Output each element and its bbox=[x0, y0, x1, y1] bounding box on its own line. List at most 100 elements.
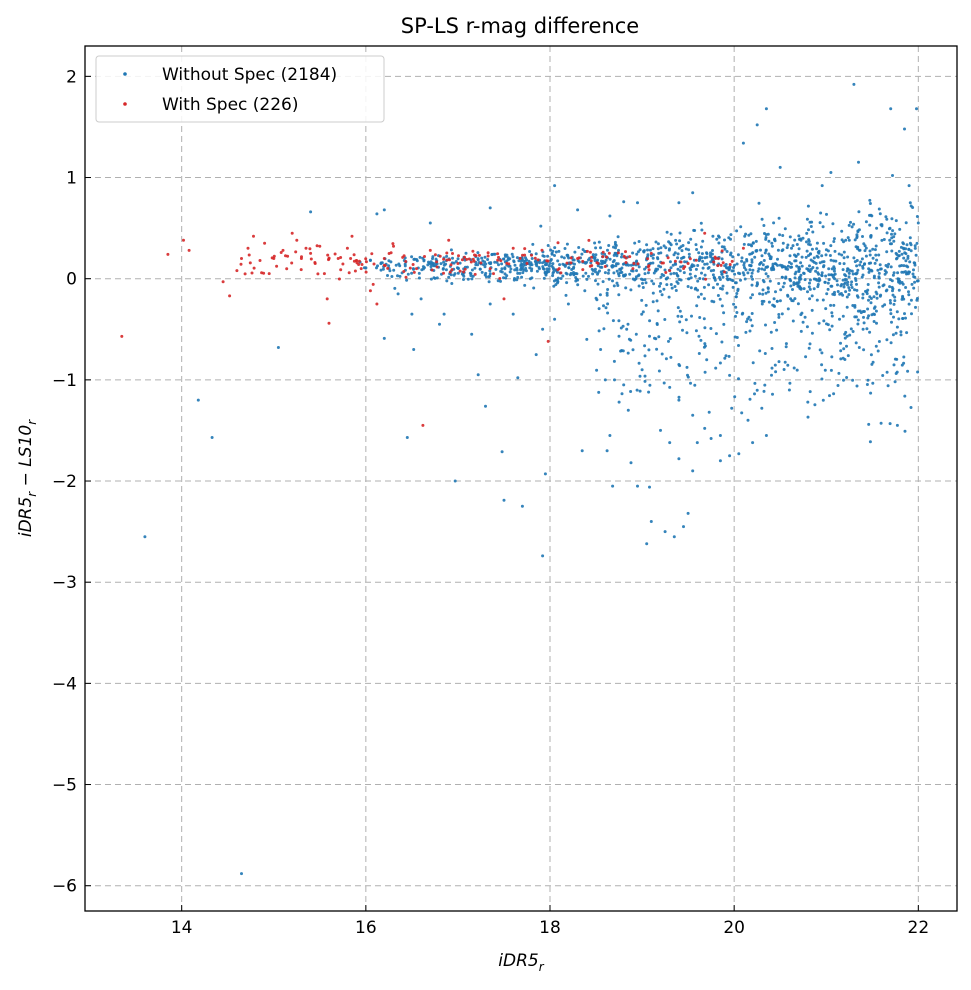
scatter-point-without-spec bbox=[675, 242, 679, 246]
scatter-point-without-spec bbox=[868, 202, 872, 205]
scatter-point-without-spec bbox=[669, 243, 673, 247]
scatter-point-without-spec bbox=[669, 232, 673, 236]
scatter-point-without-spec bbox=[535, 269, 539, 273]
scatter-point-without-spec bbox=[532, 286, 536, 290]
scatter-point-without-spec bbox=[843, 281, 847, 285]
scatter-point-without-spec bbox=[730, 406, 734, 410]
scatter-point-without-spec bbox=[717, 241, 721, 245]
scatter-point-without-spec bbox=[751, 251, 755, 255]
scatter-point-with-spec bbox=[499, 259, 503, 263]
scatter-point-without-spec bbox=[611, 484, 615, 488]
scatter-point-without-spec bbox=[725, 250, 729, 253]
scatter-point-without-spec bbox=[735, 229, 739, 233]
scatter-point-without-spec bbox=[466, 277, 470, 281]
scatter-point-without-spec bbox=[585, 277, 589, 281]
scatter-point-without-spec bbox=[861, 327, 865, 331]
scatter-point-without-spec bbox=[822, 260, 826, 264]
scatter-point-without-spec bbox=[729, 237, 732, 241]
scatter-point-without-spec bbox=[537, 267, 541, 271]
scatter-point-without-spec bbox=[606, 248, 609, 252]
scatter-point-without-spec bbox=[668, 441, 672, 445]
scatter-point-without-spec bbox=[780, 249, 784, 253]
scatter-point-without-spec bbox=[516, 376, 520, 380]
scatter-point-without-spec bbox=[659, 246, 663, 250]
scatter-point-without-spec bbox=[823, 280, 827, 284]
scatter-point-without-spec bbox=[405, 436, 409, 439]
scatter-point-without-spec bbox=[691, 191, 695, 195]
scatter-point-without-spec bbox=[431, 255, 435, 259]
scatter-point-without-spec bbox=[721, 275, 725, 279]
scatter-point-without-spec bbox=[903, 312, 906, 316]
scatter-point-without-spec bbox=[695, 248, 699, 251]
scatter-point-without-spec bbox=[608, 214, 612, 218]
scatter-point-without-spec bbox=[629, 390, 633, 393]
scatter-point-without-spec bbox=[656, 256, 659, 260]
scatter-point-without-spec bbox=[808, 342, 812, 346]
scatter-point-without-spec bbox=[551, 271, 555, 275]
scatter-point-without-spec bbox=[700, 228, 704, 232]
scatter-point-without-spec bbox=[760, 299, 764, 303]
scatter-point-without-spec bbox=[802, 287, 806, 291]
scatter-point-without-spec bbox=[757, 201, 761, 205]
scatter-point-without-spec bbox=[811, 230, 815, 234]
scatter-point-without-spec bbox=[734, 305, 738, 309]
scatter-point-without-spec bbox=[830, 324, 834, 328]
scatter-point-without-spec bbox=[709, 260, 713, 264]
scatter-point-with-spec bbox=[588, 250, 592, 254]
scatter-point-without-spec bbox=[774, 370, 778, 374]
scatter-point-without-spec bbox=[867, 422, 871, 426]
scatter-point-without-spec bbox=[866, 316, 870, 320]
scatter-point-without-spec bbox=[745, 259, 749, 263]
scatter-point-without-spec bbox=[801, 236, 805, 240]
scatter-point-with-spec bbox=[371, 282, 375, 286]
scatter-point-without-spec bbox=[528, 277, 532, 281]
scatter-point-without-spec bbox=[469, 274, 473, 278]
scatter-point-without-spec bbox=[700, 252, 704, 256]
scatter-point-without-spec bbox=[909, 249, 913, 253]
scatter-point-with-spec bbox=[263, 241, 267, 245]
scatter-point-without-spec bbox=[723, 264, 727, 268]
scatter-point-without-spec bbox=[429, 277, 433, 281]
scatter-point-without-spec bbox=[717, 235, 721, 239]
scatter-point-without-spec bbox=[563, 264, 567, 268]
scatter-point-without-spec bbox=[551, 274, 555, 278]
scatter-point-without-spec bbox=[867, 267, 871, 271]
scatter-point-without-spec bbox=[669, 283, 673, 286]
scatter-point-with-spec bbox=[460, 258, 464, 262]
scatter-point-without-spec bbox=[551, 262, 555, 266]
scatter-point-without-spec bbox=[546, 244, 550, 247]
scatter-point-without-spec bbox=[513, 263, 517, 267]
scatter-point-with-spec bbox=[511, 246, 515, 250]
scatter-point-without-spec bbox=[380, 261, 384, 265]
scatter-point-with-spec bbox=[530, 253, 533, 257]
scatter-point-without-spec bbox=[631, 269, 635, 273]
scatter-point-without-spec bbox=[676, 281, 680, 285]
scatter-point-without-spec bbox=[773, 238, 776, 242]
scatter-point-with-spec bbox=[450, 268, 454, 272]
scatter-point-without-spec bbox=[855, 271, 859, 275]
scatter-point-without-spec bbox=[651, 291, 655, 295]
scatter-point-without-spec bbox=[762, 259, 766, 262]
scatter-point-without-spec bbox=[636, 201, 639, 205]
scatter-point-without-spec bbox=[426, 263, 430, 267]
scatter-point-without-spec bbox=[594, 270, 597, 274]
scatter-point-without-spec bbox=[865, 383, 869, 386]
scatter-point-without-spec bbox=[842, 256, 846, 260]
scatter-point-without-spec bbox=[530, 263, 534, 267]
scatter-point-without-spec bbox=[729, 233, 733, 237]
scatter-point-without-spec bbox=[900, 270, 904, 274]
grid bbox=[85, 46, 957, 911]
scatter-point-without-spec bbox=[845, 295, 849, 299]
scatter-point-with-spec bbox=[473, 253, 476, 257]
scatter-point-without-spec bbox=[419, 297, 423, 301]
scatter-point-without-spec bbox=[429, 265, 433, 269]
scatter-point-without-spec bbox=[603, 271, 607, 275]
scatter-point-without-spec bbox=[556, 281, 559, 285]
scatter-point-without-spec bbox=[565, 253, 569, 257]
scatter-point-without-spec bbox=[724, 354, 728, 358]
scatter-point-without-spec bbox=[593, 241, 597, 245]
scatter-point-without-spec bbox=[615, 281, 619, 285]
scatter-point-without-spec bbox=[524, 269, 528, 273]
scatter-point-without-spec bbox=[776, 257, 779, 261]
scatter-point-without-spec bbox=[909, 243, 913, 247]
